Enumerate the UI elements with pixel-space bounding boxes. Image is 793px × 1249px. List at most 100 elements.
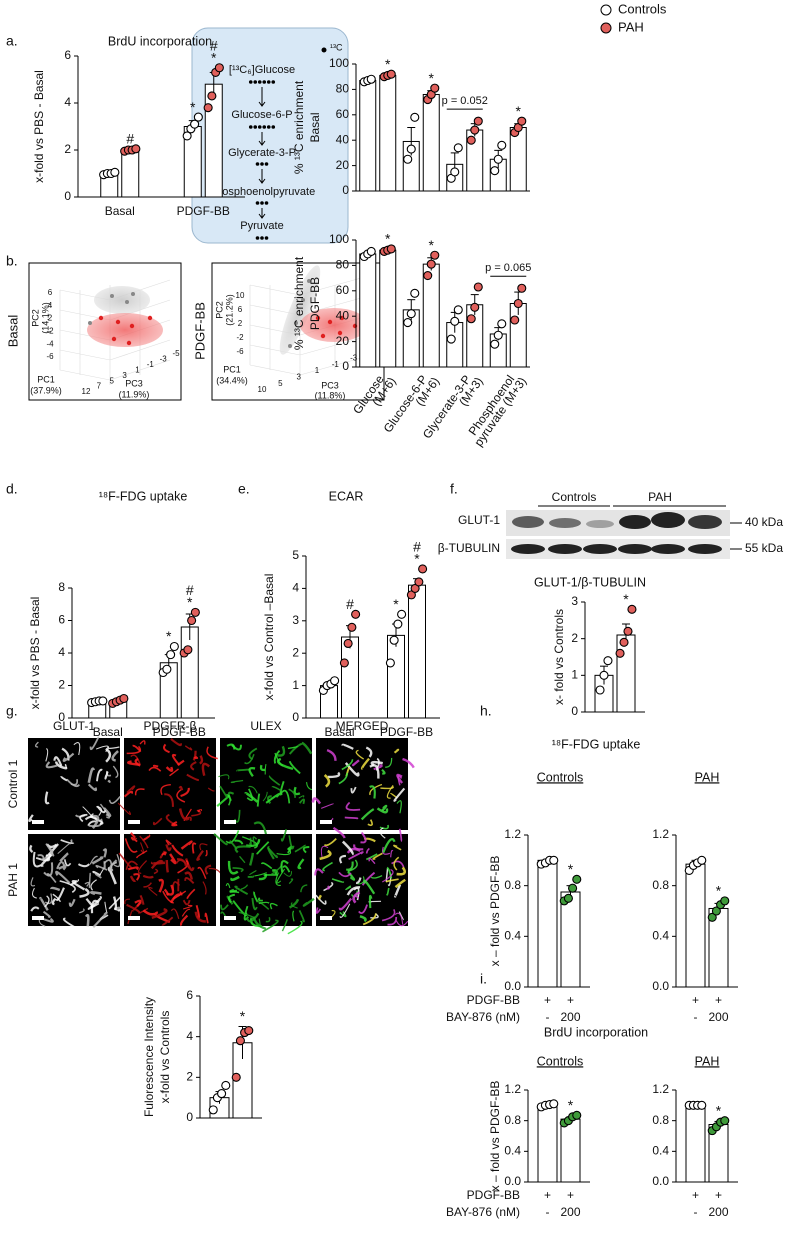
scale-bar bbox=[32, 916, 44, 920]
data-point bbox=[110, 167, 120, 177]
pca-axis-label: (11.8%) bbox=[315, 390, 346, 400]
pca-axis-label: PC3 bbox=[321, 380, 339, 390]
significance: * bbox=[568, 1097, 574, 1113]
data-point bbox=[595, 685, 605, 695]
carbon-dot bbox=[264, 162, 269, 166]
pca-tick: 2 bbox=[238, 319, 243, 328]
bar-chart: BrdU incorporation x-fold vs PBS - Basal 0… bbox=[32, 34, 245, 218]
stain bbox=[134, 899, 142, 908]
stain bbox=[361, 871, 376, 886]
significance: * bbox=[429, 237, 435, 253]
stain bbox=[87, 783, 98, 792]
stain bbox=[249, 870, 257, 876]
panel-label: a. bbox=[6, 33, 18, 49]
stain bbox=[365, 746, 373, 758]
y-tick-label: 60 bbox=[336, 283, 350, 297]
stain bbox=[256, 841, 270, 855]
significance: * bbox=[516, 103, 522, 119]
stain bbox=[139, 894, 145, 905]
stain bbox=[112, 896, 118, 911]
y-tick-label: 100 bbox=[329, 232, 349, 246]
stain bbox=[34, 741, 39, 748]
stain bbox=[365, 853, 378, 861]
stain bbox=[279, 789, 291, 804]
condition-label: PDGF-BB bbox=[467, 993, 520, 1007]
stain bbox=[267, 846, 275, 860]
y-tick-label: 20 bbox=[336, 158, 350, 172]
carbon-dot bbox=[248, 125, 253, 129]
metabolite: Glycerate-3-P bbox=[228, 147, 296, 159]
stain bbox=[127, 866, 139, 871]
legend-label: Controls bbox=[618, 1, 667, 16]
x-tick-label: Basal bbox=[105, 204, 135, 218]
metabolite: [¹³C₆]Glucose bbox=[229, 64, 295, 76]
stain bbox=[44, 791, 50, 805]
stain bbox=[395, 920, 409, 927]
pca-tick: -2 bbox=[236, 333, 244, 342]
stain bbox=[186, 888, 196, 900]
data-point bbox=[473, 116, 483, 126]
stain bbox=[262, 791, 268, 802]
carbon-dot bbox=[266, 80, 271, 84]
data-point bbox=[410, 112, 420, 122]
stain bbox=[84, 881, 90, 887]
significance: * bbox=[211, 49, 217, 65]
pca-tick: 3 bbox=[296, 372, 301, 381]
x-tick-label: PDGF-BB bbox=[177, 204, 230, 218]
scale-bar bbox=[320, 916, 332, 920]
panel-label: h. bbox=[480, 703, 492, 719]
scale-bar bbox=[224, 916, 236, 920]
data-point bbox=[497, 140, 507, 150]
metabolite: Phosphoenolpyruvate bbox=[209, 186, 315, 198]
stain bbox=[190, 761, 197, 771]
y-tick-label: 5 bbox=[292, 548, 299, 562]
stain bbox=[268, 775, 281, 786]
stain bbox=[230, 875, 240, 882]
data-point bbox=[493, 154, 503, 164]
y-tick-label: 0.4 bbox=[504, 1144, 521, 1158]
y-tick-label: 80 bbox=[336, 82, 350, 96]
stain bbox=[164, 793, 174, 807]
pca-axis-label: PC1 bbox=[37, 374, 55, 384]
stain bbox=[142, 874, 154, 879]
blot-group: PAH bbox=[648, 490, 672, 504]
stain bbox=[70, 839, 73, 843]
micrograph bbox=[220, 738, 312, 830]
stain bbox=[31, 887, 37, 899]
data-point bbox=[549, 855, 559, 865]
stain bbox=[136, 850, 148, 859]
data-point bbox=[244, 1026, 254, 1036]
stain bbox=[130, 832, 138, 840]
stain bbox=[55, 870, 71, 884]
blot-row: β-TUBULIN bbox=[438, 541, 500, 555]
stain bbox=[171, 844, 184, 857]
y-tick-label: 40 bbox=[336, 132, 350, 146]
stain bbox=[42, 910, 51, 918]
significance: * bbox=[240, 1008, 246, 1024]
chart-subtitle: PAH bbox=[695, 1054, 720, 1068]
stain bbox=[355, 877, 362, 885]
stain bbox=[258, 901, 270, 905]
stain bbox=[60, 776, 68, 782]
carbon-dot bbox=[262, 125, 267, 129]
stain bbox=[249, 852, 255, 866]
stain bbox=[352, 891, 361, 904]
stain bbox=[234, 839, 244, 845]
y-tick-label: 2 bbox=[292, 645, 299, 659]
stain bbox=[55, 887, 65, 901]
metabolite: Pyruvate bbox=[240, 220, 283, 232]
stain bbox=[165, 766, 174, 772]
stain bbox=[127, 910, 133, 925]
stain bbox=[30, 877, 36, 887]
stain bbox=[178, 808, 190, 821]
y-tick-label: 4 bbox=[58, 645, 65, 659]
bar bbox=[341, 636, 359, 719]
stain bbox=[355, 749, 365, 760]
stain bbox=[172, 890, 187, 900]
stain bbox=[244, 754, 255, 765]
stain bbox=[68, 898, 76, 907]
image-row: PAH 1 bbox=[6, 863, 20, 897]
data-point bbox=[720, 1116, 730, 1126]
stain bbox=[199, 843, 208, 851]
